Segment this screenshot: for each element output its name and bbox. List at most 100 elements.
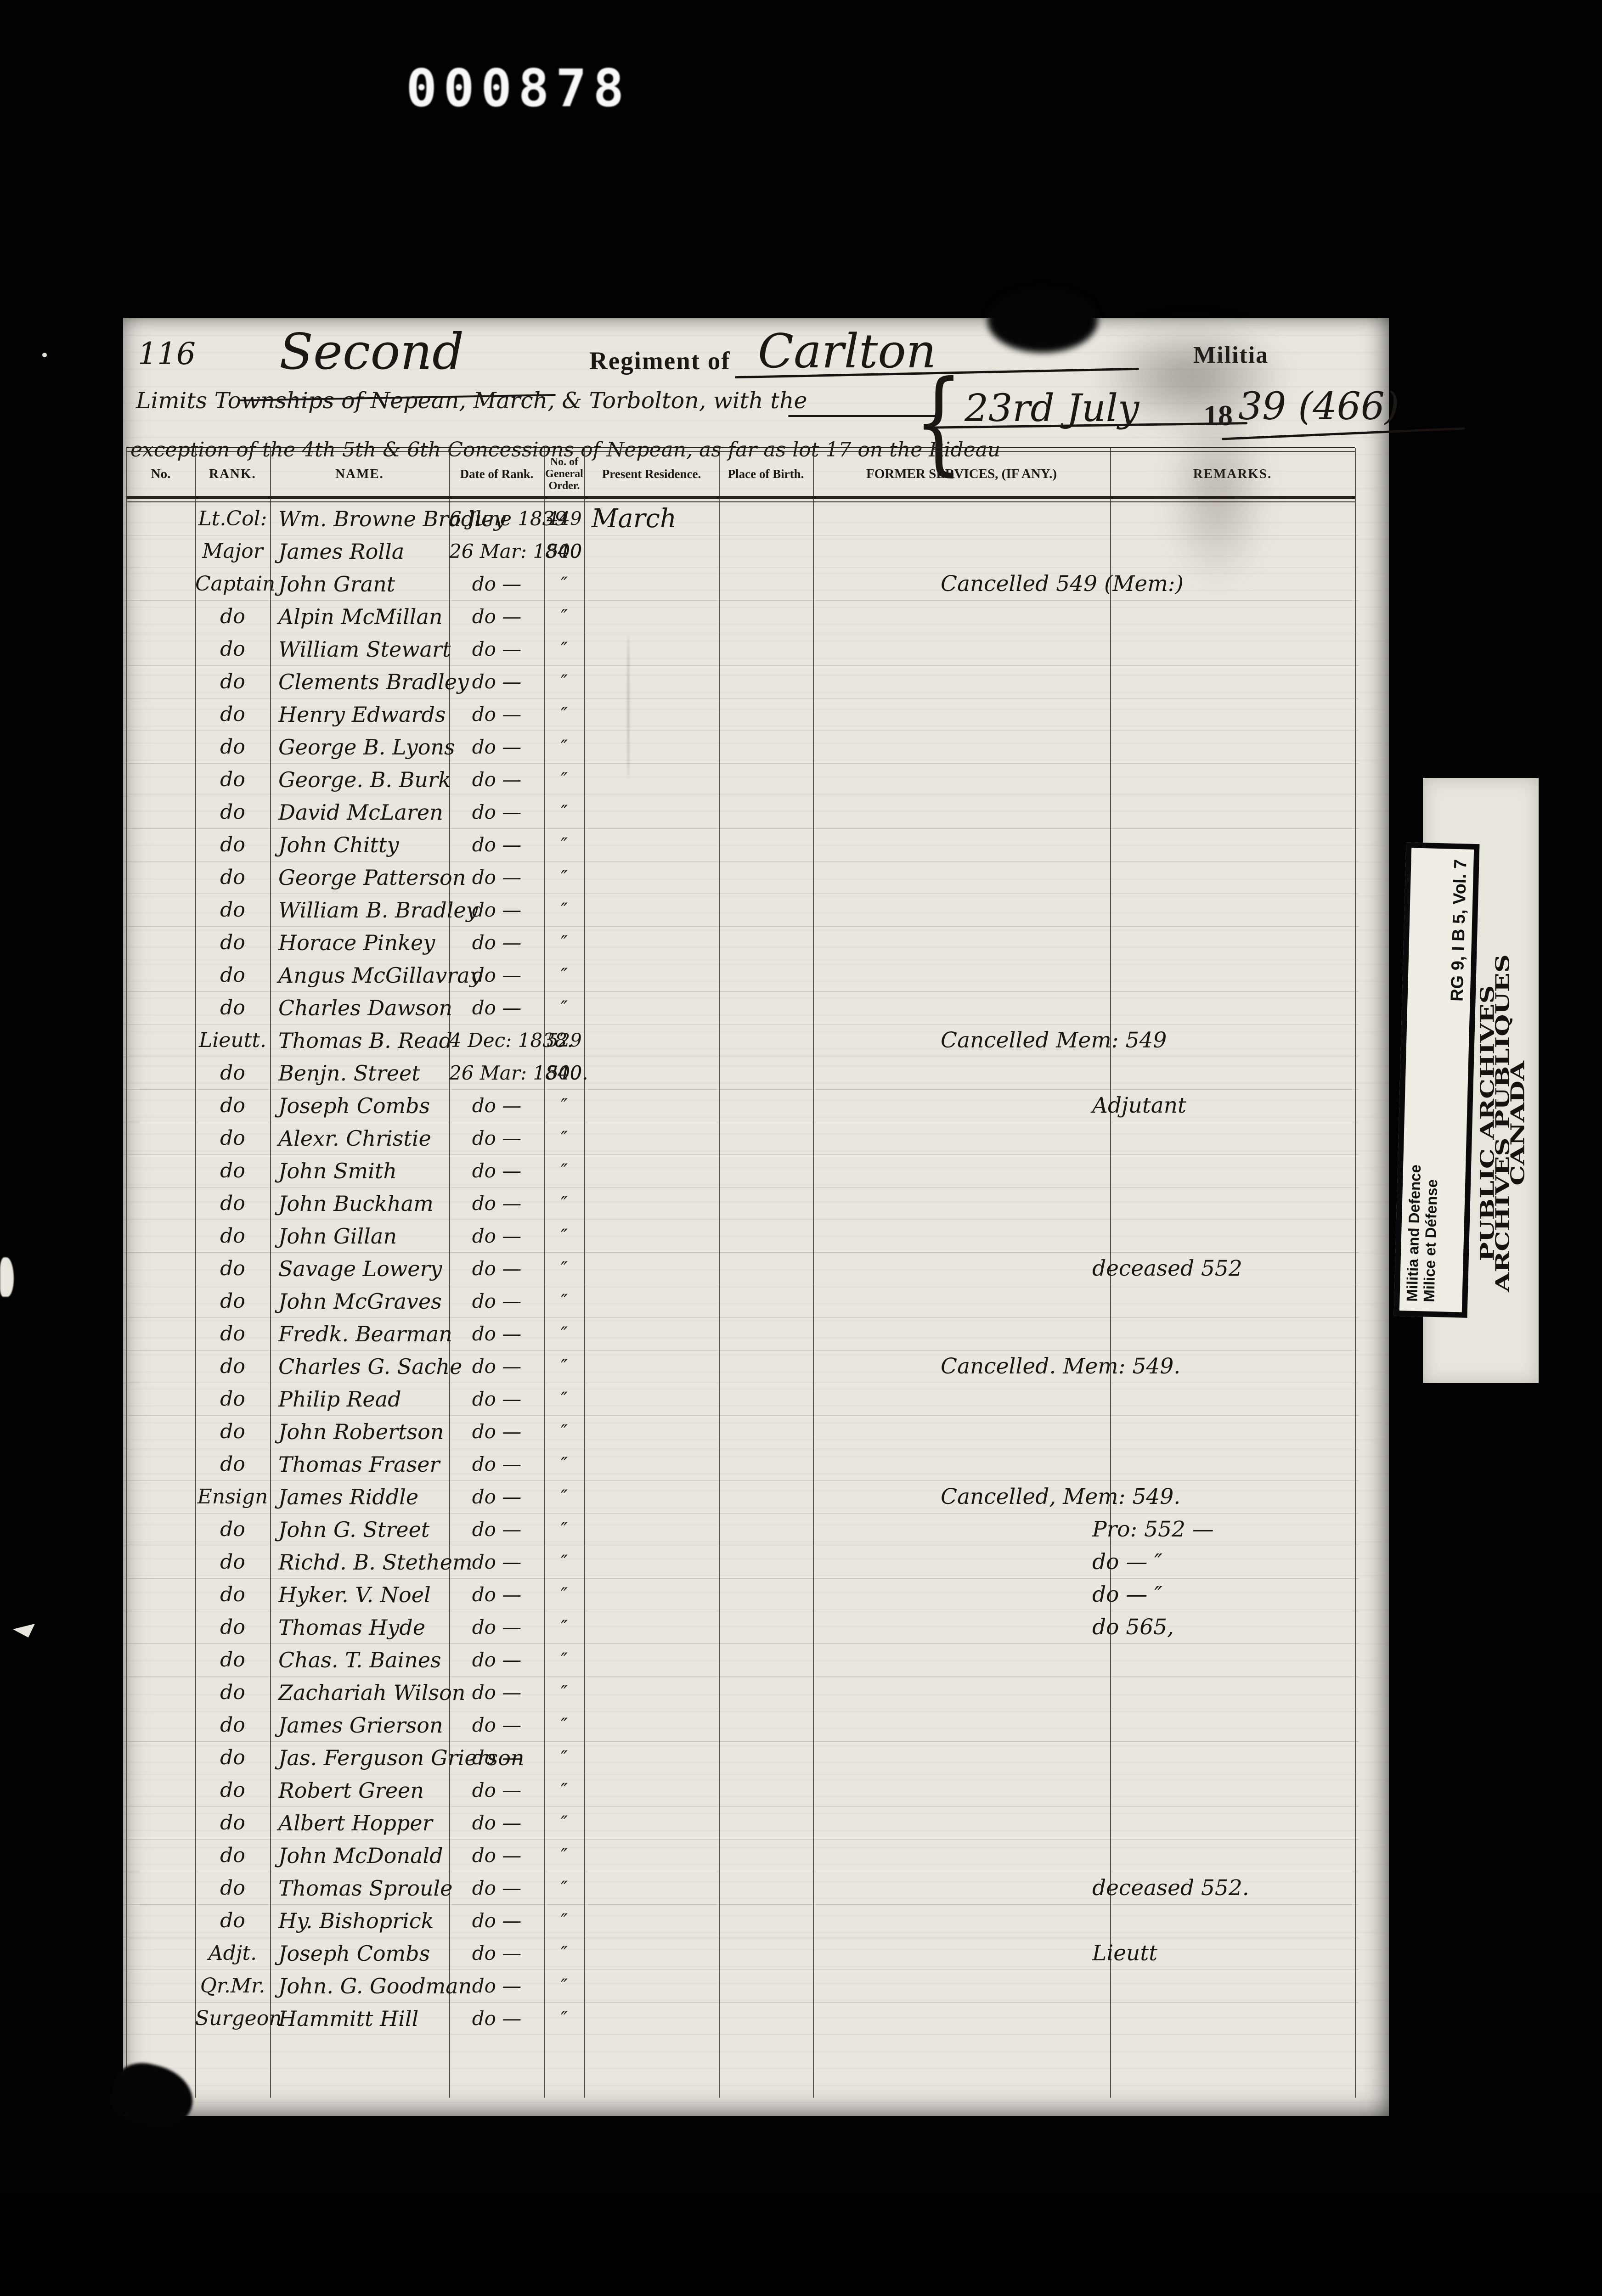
rank-cell: do [220,1909,245,1932]
column-divider [449,448,450,2098]
date-cell: do — [472,1779,522,1801]
name-cell: James Grierson [278,1713,443,1738]
film-speck [0,1257,14,1297]
name-cell: John Buckham [278,1191,434,1216]
table-top-rule [126,447,1355,448]
name-cell: Thomas Fraser [278,1452,440,1477]
rank-cell: Ensign [197,1485,268,1508]
year-handwritten: 39 (466) [1238,385,1399,428]
name-cell: Albert Hopper [278,1811,433,1835]
col-header-rank: RANK. [209,466,256,481]
remark-cell [941,1448,1506,1480]
name-cell: Fredk. Bearman [278,1322,452,1346]
underline [788,415,940,417]
rank-cell: do [220,1159,245,1182]
name-cell: Angus McGillavray [278,963,482,988]
table-row: do Benjn. Street 26 Mar: 1840. 500 [123,1057,1359,1090]
rank-cell: do [220,1061,245,1085]
residence-cell: March [592,504,677,534]
table-row: do Richd. B. Stethem do — ″ do — ″ [123,1546,1359,1579]
date-cell: do — [472,1909,522,1932]
order-cell: ″ [561,932,568,953]
name-cell: Clements Bradley [278,670,469,694]
order-cell: ″ [561,606,568,627]
remark-cell: Cancelled. Mem: 549. [941,1354,1181,1379]
table-row: do George. B. Burk do — ″ [123,764,1359,796]
date-cell: do — [472,1257,522,1280]
date-cell: do — [472,833,522,856]
page-number: 116 [138,336,196,371]
rank-cell: Qr.Mr. [200,1974,265,1998]
rank-cell: do [220,866,245,889]
register-page: 116 Second Regiment of Carlton Militia L… [123,318,1465,2116]
rank-cell: do [220,898,245,922]
date-cell: 4 Dec: 1838. [449,1029,573,1052]
table-row: do Chas. T. Baines do — ″ [123,1644,1359,1677]
remark-cell: do — ″ [1092,1549,1162,1575]
date-cell: do — [472,1322,522,1345]
order-cell: ″ [561,639,568,660]
name-cell: Joseph Combs [278,1941,430,1966]
date-cell: do — [472,801,522,823]
name-cell: Hyker. V. Noel [278,1582,431,1607]
remark-cell [941,1644,1506,1676]
table-row: do George Patterson do — ″ [123,861,1359,894]
table-row: do Charles Dawson do — ″ [123,992,1359,1024]
order-cell: ″ [561,1682,568,1703]
table-row: do Thomas Fraser do — ″ [123,1448,1359,1481]
order-cell: ″ [561,1975,568,1997]
remark-cell: Cancelled, Mem: 549. [941,1484,1181,1509]
rank-cell: do [220,1811,245,1835]
table-row: do John G. Street do — ″ Pro: 552 — [123,1514,1359,1546]
col-header-date-of-rank: Date of Rank. [460,467,534,481]
rank-cell: do [220,833,245,856]
rank-cell: do [220,1355,245,1378]
order-cell: ″ [561,1519,568,1540]
col-header-name: NAME. [335,466,384,481]
card-reference: RG 9, I B 5, Vol. 7 [1447,859,1471,1002]
date-cell: do — [472,931,522,954]
limits-line-2: exception of the 4th 5th & 6th Concessio… [130,438,1001,461]
date-cell: do — [472,1812,522,1834]
name-cell: Benjn. Street [278,1061,420,1086]
table-row: Major James Rolla 26 Mar: 1840 500 [123,535,1359,568]
name-cell: Charles Dawson [278,996,453,1020]
table-row: do Philip Read do — ″ [123,1383,1359,1416]
date-cell: do — [472,1192,522,1215]
county-name-handwritten: Carlton [758,324,936,379]
name-cell: Hy. Bishoprick [278,1908,434,1933]
remark-cell: deceased 552. [1092,1875,1249,1901]
remark-cell [941,2003,1506,2035]
rank-cell: do [220,996,245,1019]
table-top-rule-2 [126,451,1355,452]
date-cell: 6 June 1839 [449,507,567,530]
remark-cell [941,764,1506,796]
table-row: do Joseph Combs do — ″ Adjutant [123,1090,1359,1122]
date-handwritten: 23rd July [965,387,1139,430]
name-cell: John McDonald [278,1843,443,1868]
table-row: Lt.Col: Wm. Browne Bradley 6 June 1839 449 M… [123,503,1359,535]
order-cell: ″ [561,1356,568,1377]
table-row: Lieutt. Thomas B. Read 4 Dec: 1838. 529 Canc… [123,1024,1359,1057]
remark-cell [941,1742,1506,1774]
rank-cell: do [220,1257,245,1280]
order-cell: ″ [561,867,568,888]
order-cell: ″ [561,1845,568,1866]
table-row: do John Smith do — ″ [123,1155,1359,1187]
date-cell: 26 Mar: 1840. [449,1062,588,1084]
name-cell: Thomas Hyde [278,1615,426,1640]
order-cell: ″ [561,1421,568,1442]
rank-cell: Major [202,540,263,563]
rank-cell: do [220,637,245,661]
name-cell: James Riddle [278,1485,419,1509]
table-row: do William Stewart do — ″ [123,633,1359,666]
remark-cell [941,1383,1506,1415]
rank-cell: Lt.Col: [198,507,267,530]
name-cell: John Robertson [278,1419,444,1444]
rank-cell: do [220,1094,245,1117]
archives-stamp-line3: CANADA [1506,1061,1529,1186]
name-cell: Jas. Ferguson Grierson [278,1745,525,1770]
order-cell: ″ [561,769,568,790]
name-cell: John Chitty [278,833,399,857]
name-cell: John McGraves [278,1289,442,1314]
